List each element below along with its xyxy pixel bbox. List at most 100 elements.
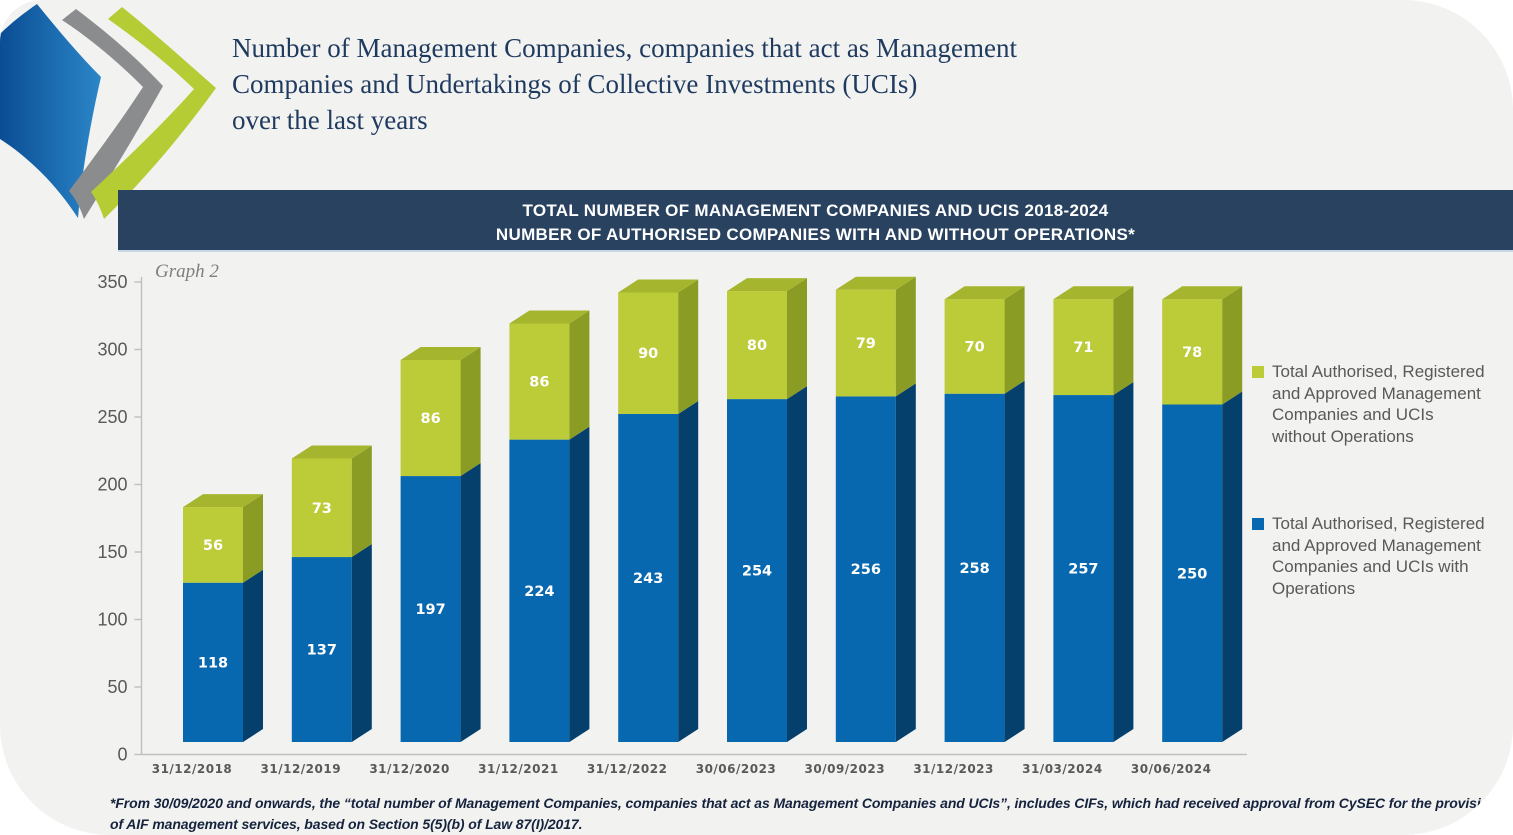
data-label-without-operations: 70 — [965, 339, 985, 355]
bar-group-31-12-2019: 137 73 — [291, 445, 372, 742]
bar-segment-without-operations-top — [944, 286, 1025, 300]
bar-segment-without-operations-top — [727, 278, 807, 292]
x-axis-category-label: 31/12/2018 — [152, 762, 233, 776]
data-label-with-operations: 118 — [198, 655, 228, 671]
legend-label-line: Operations — [1272, 578, 1356, 598]
bar-segment-with-operations-side — [678, 400, 699, 742]
bar-segment-with-operations-side — [569, 426, 590, 742]
y-axis-tick-label: 350 — [97, 272, 127, 292]
bar-segment-without-operations-side — [243, 494, 263, 583]
bar-group-31-12-2022: 243 90 — [618, 279, 699, 742]
bar-segment-without-operations-side — [569, 310, 590, 440]
bar-segment-with-operations-front — [291, 557, 352, 742]
data-label-without-operations: 56 — [203, 538, 223, 554]
bar-segment-without-operations-side — [1004, 286, 1025, 394]
bar-group-31-12-2018: 118 56 — [183, 494, 263, 742]
bar-segment-without-operations-front — [400, 359, 461, 477]
y-axis-tick-label: 200 — [97, 475, 127, 495]
bar-segment-without-operations-side — [351, 445, 372, 558]
data-label-without-operations: 80 — [747, 338, 767, 354]
bar-segment-with-operations-front — [183, 582, 243, 742]
bar-segment-with-operations-side — [1222, 391, 1243, 742]
bar-segment-without-operations-front — [727, 291, 787, 400]
legend-swatch-icon — [1252, 518, 1264, 530]
legend-label-line: without Operations — [1272, 426, 1414, 446]
bar-segment-with-operations-front — [1053, 395, 1114, 742]
bar-group-31-12-2021: 224 86 — [509, 310, 590, 742]
bar-segment-without-operations-front — [944, 299, 1005, 394]
bar-segment-without-operations-side — [895, 276, 916, 397]
data-label-without-operations: 78 — [1182, 345, 1202, 361]
bar-segment-with-operations-front — [400, 476, 461, 742]
legend-item-with-operations: Total Authorised, Registered and Approved… — [1252, 513, 1510, 599]
data-label-with-operations: 257 — [1068, 562, 1098, 578]
data-label-without-operations: 79 — [856, 336, 876, 352]
bar-segment-without-operations-side — [787, 278, 807, 400]
y-axis-tick-label: 0 — [117, 745, 127, 765]
bar-segment-with-operations-side — [243, 569, 263, 742]
bar-segment-with-operations-side — [1113, 382, 1134, 742]
x-axis-category-label: 30/09/2023 — [805, 762, 886, 776]
x-axis-category-label: 31/12/2023 — [913, 762, 994, 776]
footnote-line-2: of AIF management services, based on Sec… — [110, 816, 583, 832]
page-title-line: over the last years — [232, 105, 428, 135]
x-axis-category-label: 31/03/2024 — [1022, 762, 1103, 776]
legend-label-line: Companies and UCIs with — [1272, 557, 1469, 576]
bar-segment-without-operations-front — [1053, 299, 1114, 396]
bar-segment-with-operations-front — [944, 393, 1005, 742]
x-axis-category-label: 31/12/2020 — [369, 762, 450, 776]
legend-label-line: Total Authorised, Registered — [1272, 514, 1485, 533]
bar-segment-without-operations-front — [509, 323, 570, 440]
x-axis-category-label: 31/12/2019 — [261, 762, 342, 776]
chart-title-line-2: NUMBER OF AUTHORISED COMPANIES WITH AND … — [495, 225, 1136, 244]
bar-segment-with-operations-side — [787, 386, 807, 742]
bar-segment-with-operations-front — [1162, 404, 1223, 742]
bar-segment-without-operations-side — [1113, 286, 1134, 396]
data-label-with-operations: 197 — [415, 602, 445, 618]
bar-segment-without-operations-front — [1162, 299, 1223, 405]
legend-item-without-operations: Total Authorised, Registered and Approved… — [1252, 361, 1510, 447]
bar-segment-without-operations-top — [183, 494, 263, 508]
y-axis-tick-label: 100 — [97, 610, 127, 630]
data-label-with-operations: 256 — [851, 562, 881, 578]
data-label-without-operations: 86 — [529, 375, 549, 391]
bar-segment-without-operations-front — [835, 289, 896, 397]
x-axis-category-label: 30/06/2023 — [696, 762, 777, 776]
y-axis-tick-label: 250 — [97, 407, 127, 427]
logo-blue-swoosh-icon — [0, 4, 101, 218]
x-axis-category-label: 30/06/2024 — [1131, 762, 1212, 776]
legend-label-line: and Approved Management — [1272, 535, 1481, 555]
bar-segment-without-operations-top — [1053, 286, 1134, 300]
bar-segment-with-operations-side — [1004, 380, 1025, 742]
x-axis-category-label: 31/12/2021 — [478, 762, 559, 776]
data-label-without-operations: 73 — [312, 501, 332, 517]
bar-group-30-09-2023: 256 79 — [835, 276, 916, 742]
legend-swatch-icon — [1252, 366, 1264, 378]
data-label-without-operations: 90 — [638, 346, 658, 362]
bar-segment-with-operations-side — [895, 383, 916, 742]
bar-segment-without-operations-top — [400, 346, 481, 360]
bar-segment-without-operations-side — [1222, 286, 1243, 405]
bar-segment-with-operations-front — [727, 399, 787, 742]
data-label-with-operations: 243 — [633, 571, 663, 587]
footnote-line-1: *From 30/09/2020 and onwards, the “total… — [110, 795, 1498, 811]
bar-group-30-06-2024: 250 78 — [1162, 286, 1243, 742]
legend-label: Total Authorised, Registered and Approved… — [1272, 513, 1485, 599]
bar-segment-with-operations-front — [509, 439, 570, 742]
data-label-without-operations: 86 — [421, 411, 441, 427]
graph-number-label: Graph 2 — [155, 261, 219, 282]
bar-group-31-12-2023: 258 70 — [944, 286, 1025, 742]
bar-segment-without-operations-front — [183, 507, 243, 583]
x-axis-category-label: 31/12/2022 — [587, 762, 668, 776]
bar-segment-without-operations-top — [509, 310, 590, 324]
page-title-line: Number of Management Companies, companie… — [232, 33, 1018, 63]
cysec-logo — [0, 4, 216, 219]
legend-label-line: and Approved Management — [1272, 383, 1481, 403]
bar-segment-with-operations-front — [618, 413, 679, 742]
y-axis-tick-label: 50 — [107, 677, 127, 697]
page-title-line: Companies and Undertakings of Collective… — [232, 69, 918, 99]
data-label-with-operations: 258 — [959, 561, 989, 577]
page-title: Number of Management Companies, companie… — [232, 30, 1282, 138]
